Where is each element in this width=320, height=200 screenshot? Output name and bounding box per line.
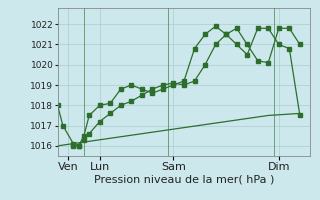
- X-axis label: Pression niveau de la mer( hPa ): Pression niveau de la mer( hPa ): [94, 174, 274, 184]
